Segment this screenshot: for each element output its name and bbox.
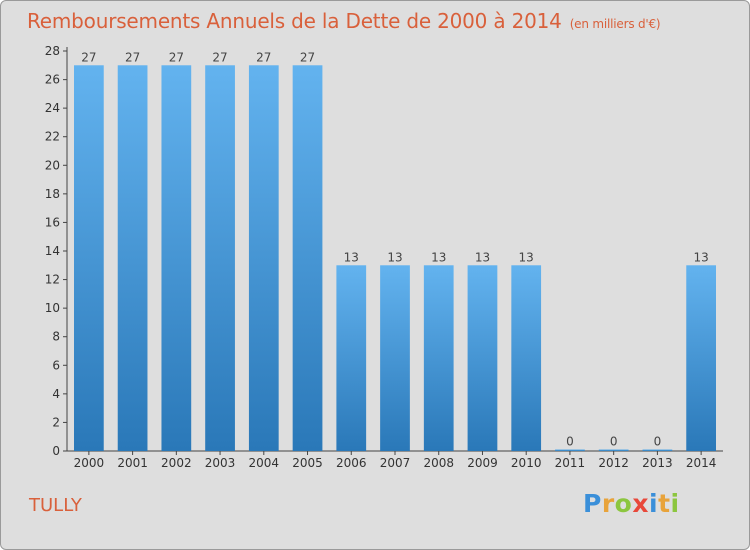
- bar-2013: [642, 449, 673, 451]
- proxiti-logo: Proxiti: [583, 489, 680, 518]
- logo-letter: t: [658, 489, 671, 518]
- y-tick-label: 14: [45, 244, 60, 258]
- x-tick-label: 2001: [117, 456, 148, 470]
- y-tick-label: 28: [45, 44, 60, 58]
- bar-2004: [248, 65, 279, 452]
- x-tick-label: 2005: [292, 456, 323, 470]
- x-tick-label: 2009: [467, 456, 498, 470]
- x-tick-label: 2002: [161, 456, 192, 470]
- chart-title-text: Remboursements Annuels de la Dette de 20…: [27, 9, 562, 33]
- data-label: 27: [125, 50, 140, 64]
- x-tick-label: 2011: [555, 456, 586, 470]
- logo-letter: x: [632, 489, 649, 518]
- data-label: 27: [256, 50, 271, 64]
- y-tick-label: 4: [52, 387, 60, 401]
- x-tick-label: 2007: [380, 456, 411, 470]
- data-labels: 27 27 27 27 27 27 13 13 13 13 13 0 0 0 13: [81, 50, 709, 448]
- x-tick-label: 2008: [423, 456, 454, 470]
- data-label: 13: [475, 250, 490, 264]
- chart-title: Remboursements Annuels de la Dette de 20…: [27, 9, 661, 33]
- x-tick-label: 2010: [511, 456, 542, 470]
- logo-letter: P: [583, 489, 602, 518]
- data-label: 13: [344, 250, 359, 264]
- y-tick-label: 12: [45, 273, 60, 287]
- x-tick-label: 2000: [74, 456, 105, 470]
- data-label: 0: [610, 435, 618, 449]
- x-tick-label: 2013: [642, 456, 673, 470]
- y-tick-label: 2: [52, 415, 60, 429]
- bar-2009: [467, 265, 498, 451]
- data-label: 0: [566, 435, 574, 449]
- logo-letter: i: [649, 489, 659, 518]
- bar-2008: [423, 265, 454, 451]
- x-tick-label: 2014: [686, 456, 717, 470]
- y-tick-label: 8: [52, 330, 60, 344]
- bars: [73, 65, 717, 452]
- bar-2007: [380, 265, 410, 451]
- logo-letter: o: [614, 489, 633, 518]
- commune-name: TULLY: [29, 495, 82, 516]
- unit-note: (en milliers d'€): [569, 17, 661, 31]
- data-label: 27: [81, 50, 96, 64]
- x-tick-label: 2006: [336, 456, 367, 470]
- bar-2010: [511, 265, 542, 451]
- x-tick-label: 2003: [205, 456, 236, 470]
- bar-2006: [336, 265, 367, 451]
- bar-2000: [73, 65, 104, 452]
- data-label: 27: [212, 50, 227, 64]
- y-tick-label: 10: [45, 301, 60, 315]
- y-tick-label: 24: [45, 101, 60, 115]
- bar-2011: [555, 449, 585, 451]
- bar-2001: [117, 65, 148, 452]
- bar-2012: [598, 449, 629, 451]
- data-label: 13: [519, 250, 534, 264]
- bar-2005: [292, 65, 323, 452]
- x-tick-label: 2004: [249, 456, 280, 470]
- bar-2014: [686, 265, 717, 451]
- logo-letter: r: [601, 489, 615, 518]
- x-tick-label: 2012: [598, 456, 629, 470]
- data-label: 27: [300, 50, 315, 64]
- logo-letter: i: [670, 489, 680, 518]
- bar-2002: [161, 65, 192, 452]
- y-tick-label: 20: [45, 158, 60, 172]
- y-tick-label: 26: [45, 73, 60, 87]
- y-tick-label: 16: [45, 215, 60, 229]
- data-label: 13: [693, 250, 708, 264]
- y-tick-label: 6: [52, 358, 60, 372]
- y-tick-label: 22: [45, 130, 60, 144]
- data-label: 13: [431, 250, 446, 264]
- bar-2003: [205, 65, 235, 452]
- y-tick-label: 18: [45, 187, 60, 201]
- y-tick-label: 0: [52, 444, 60, 458]
- data-label: 0: [654, 435, 662, 449]
- data-label: 27: [169, 50, 184, 64]
- data-label: 13: [387, 250, 402, 264]
